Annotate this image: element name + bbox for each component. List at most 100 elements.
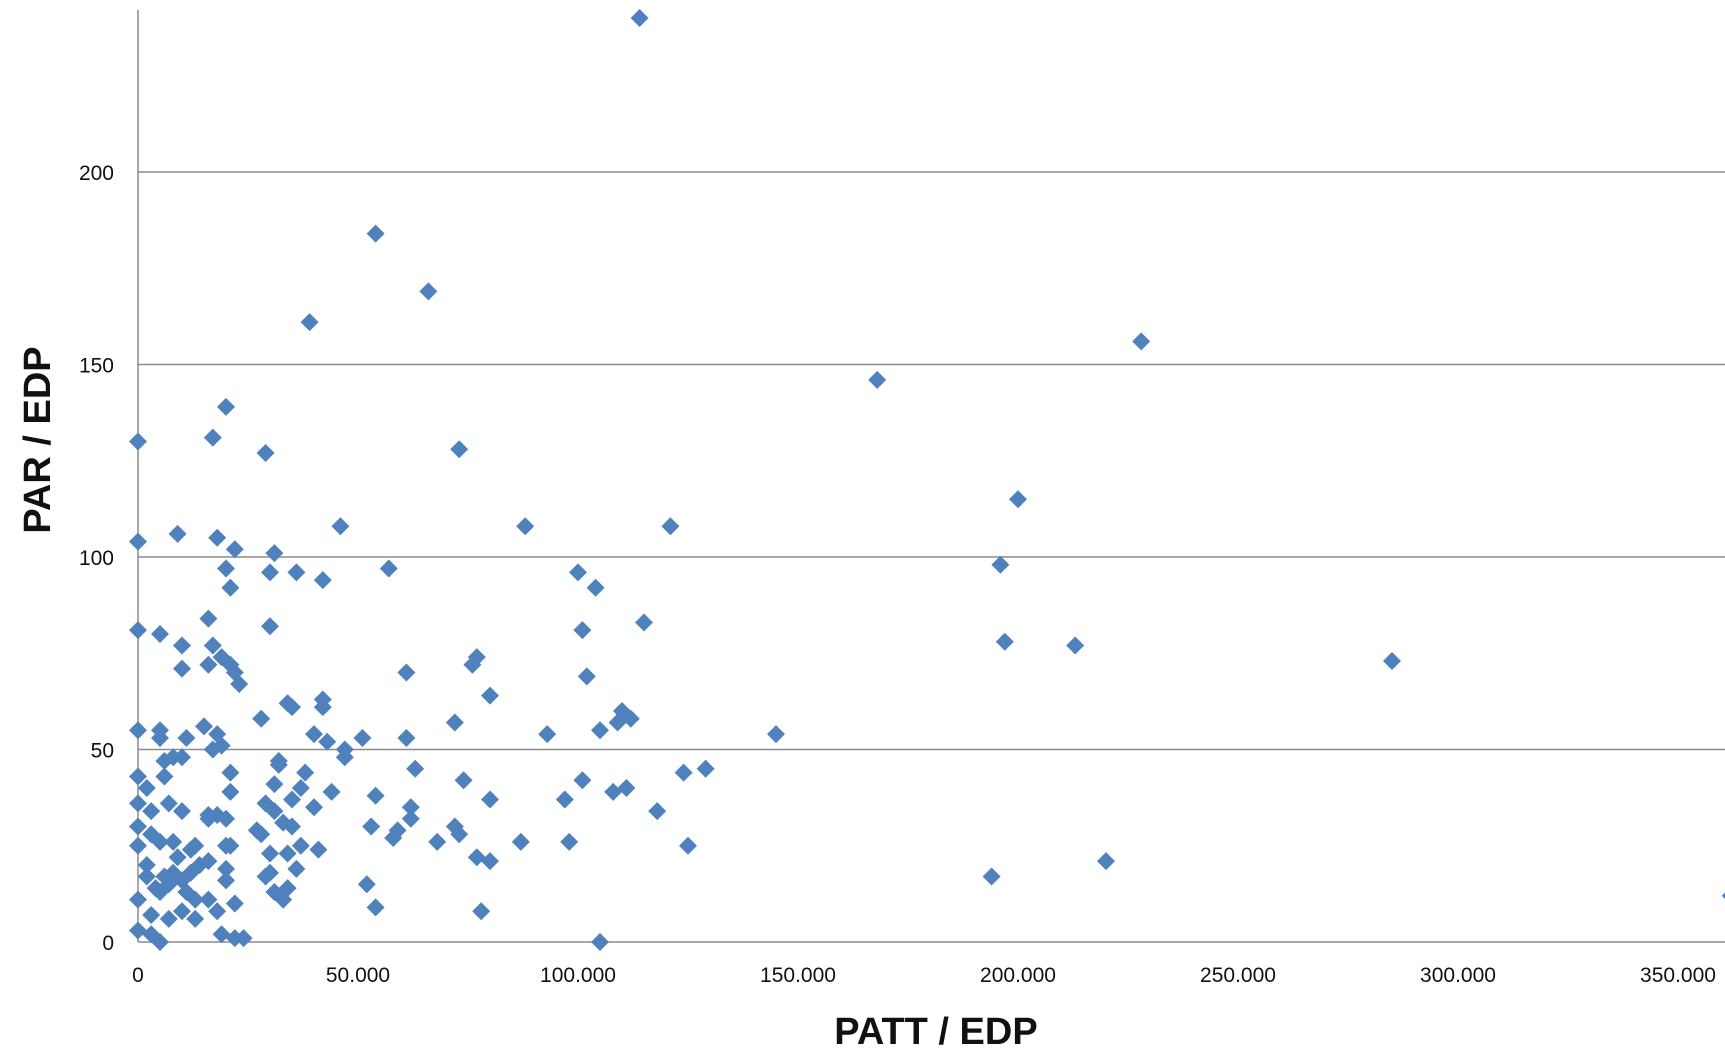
data-point [305, 798, 323, 817]
data-point [151, 832, 169, 851]
data-point [173, 659, 191, 678]
data-point [199, 890, 218, 909]
data-point [1009, 490, 1027, 509]
data-point [164, 832, 183, 851]
data-point [586, 578, 605, 597]
data-point [481, 852, 499, 871]
data-point [617, 779, 636, 797]
data-point [283, 698, 301, 717]
data-point [173, 802, 191, 821]
data-point [151, 933, 169, 951]
data-point [573, 771, 592, 790]
x-tick-labels: 0 50.000 100.000 150.000 200.000 250.000 300.0… [132, 964, 1716, 987]
data-point [604, 782, 623, 801]
x-tick-label: 150.000 [760, 964, 836, 987]
data-point [331, 517, 350, 536]
data-point [186, 836, 205, 855]
data-point [252, 709, 271, 728]
data-point [397, 663, 416, 682]
data-point [467, 848, 486, 867]
data-point [137, 856, 156, 874]
y-tick-label: 0 [102, 932, 114, 955]
data-point [322, 782, 341, 801]
data-point [428, 832, 447, 851]
data-point [212, 925, 231, 944]
data-point [269, 755, 288, 774]
data-point [309, 840, 328, 859]
data-point [225, 540, 244, 559]
data-point [868, 370, 887, 389]
data-point [129, 767, 147, 786]
data-point [283, 790, 301, 809]
data-point [155, 767, 174, 786]
data-point [674, 763, 693, 782]
data-point [151, 625, 169, 643]
data-point [173, 902, 191, 921]
data-point [217, 397, 235, 416]
x-tick-label: 0 [132, 964, 144, 987]
data-point [318, 732, 337, 751]
grid-lines [138, 171, 1725, 751]
data-point [366, 786, 385, 805]
data-point [278, 844, 297, 863]
data-point [261, 863, 279, 882]
data-point [203, 428, 222, 447]
data-point [199, 609, 218, 628]
data-point [419, 282, 438, 301]
data-point [450, 440, 469, 459]
data-point [445, 713, 464, 732]
data-point [129, 721, 147, 740]
data-point [995, 632, 1014, 651]
data-point [256, 444, 275, 463]
x-tick-label: 200.000 [980, 964, 1056, 987]
data-point [137, 779, 156, 797]
data-point [401, 798, 420, 817]
data-point [679, 836, 697, 855]
data-point [573, 621, 592, 640]
data-point [217, 559, 235, 578]
y-tick-label: 50 [91, 740, 114, 763]
data-point [217, 871, 235, 890]
data-point [353, 728, 372, 747]
data-point [221, 763, 240, 782]
data-point [129, 532, 147, 551]
data-point [1066, 636, 1085, 655]
data-point [129, 432, 147, 451]
data-point [569, 563, 587, 582]
data-point [186, 909, 205, 928]
data-point [291, 779, 310, 797]
data-point [151, 728, 169, 747]
data-point [225, 894, 244, 913]
y-tick-label: 200 [79, 162, 114, 185]
data-point [252, 825, 271, 844]
data-point [388, 821, 407, 840]
data-point [1097, 852, 1115, 871]
data-point [511, 832, 530, 851]
x-tick-label: 250.000 [1200, 964, 1276, 987]
data-point [283, 817, 301, 836]
data-point [261, 844, 279, 863]
data-point [287, 563, 306, 582]
data-point [305, 725, 323, 744]
data-point [577, 667, 596, 686]
data-point [173, 636, 191, 655]
data-point [481, 790, 499, 809]
data-point [217, 859, 235, 878]
data-point [635, 613, 653, 632]
data-point [357, 875, 376, 894]
x-tick-label: 50.000 [326, 964, 390, 987]
data-point [129, 794, 147, 813]
data-point [454, 771, 473, 790]
data-point [137, 867, 156, 886]
data-point [173, 748, 191, 767]
data-point [221, 782, 240, 801]
data-point [661, 517, 680, 536]
data-point [203, 740, 222, 759]
data-point [230, 675, 249, 694]
data-point [159, 794, 178, 813]
data-point [129, 836, 147, 855]
data-point [221, 836, 240, 855]
data-point [366, 898, 385, 917]
data-point [129, 817, 147, 836]
